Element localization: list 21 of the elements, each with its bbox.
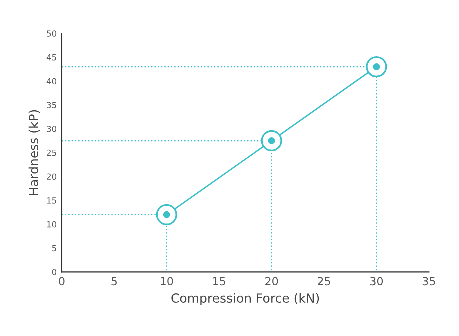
- x-tick-label: 30: [370, 277, 384, 286]
- y-tick-label: 10: [47, 221, 57, 228]
- y-tick-label: 50: [47, 30, 57, 37]
- y-tick-label: 45: [46, 54, 56, 61]
- y-tick-label: 30: [47, 126, 57, 132]
- y-tick-label: 15: [47, 198, 56, 204]
- y-tick-label: 20: [47, 174, 57, 180]
- x-tick-label: 20: [266, 277, 278, 286]
- x-tick-label: 0: [59, 277, 65, 286]
- x-axis-title: Compression Force (kN): [172, 293, 320, 306]
- x-tick-label: 35: [422, 277, 436, 286]
- y-tick-label: 35: [47, 102, 56, 108]
- y-tick-label: 25: [47, 150, 56, 156]
- x-tick-label: 10: [161, 277, 174, 286]
- y-tick-label: 40: [46, 78, 57, 85]
- y-tick-label: 0: [52, 269, 57, 276]
- y-axis-title: Hardness (kP): [28, 110, 40, 196]
- x-tick-label: 5: [112, 277, 117, 286]
- x-tick-label: 25: [318, 277, 330, 286]
- y-tick-label: 5: [52, 245, 56, 252]
- x-tick-label: 15: [213, 277, 226, 286]
